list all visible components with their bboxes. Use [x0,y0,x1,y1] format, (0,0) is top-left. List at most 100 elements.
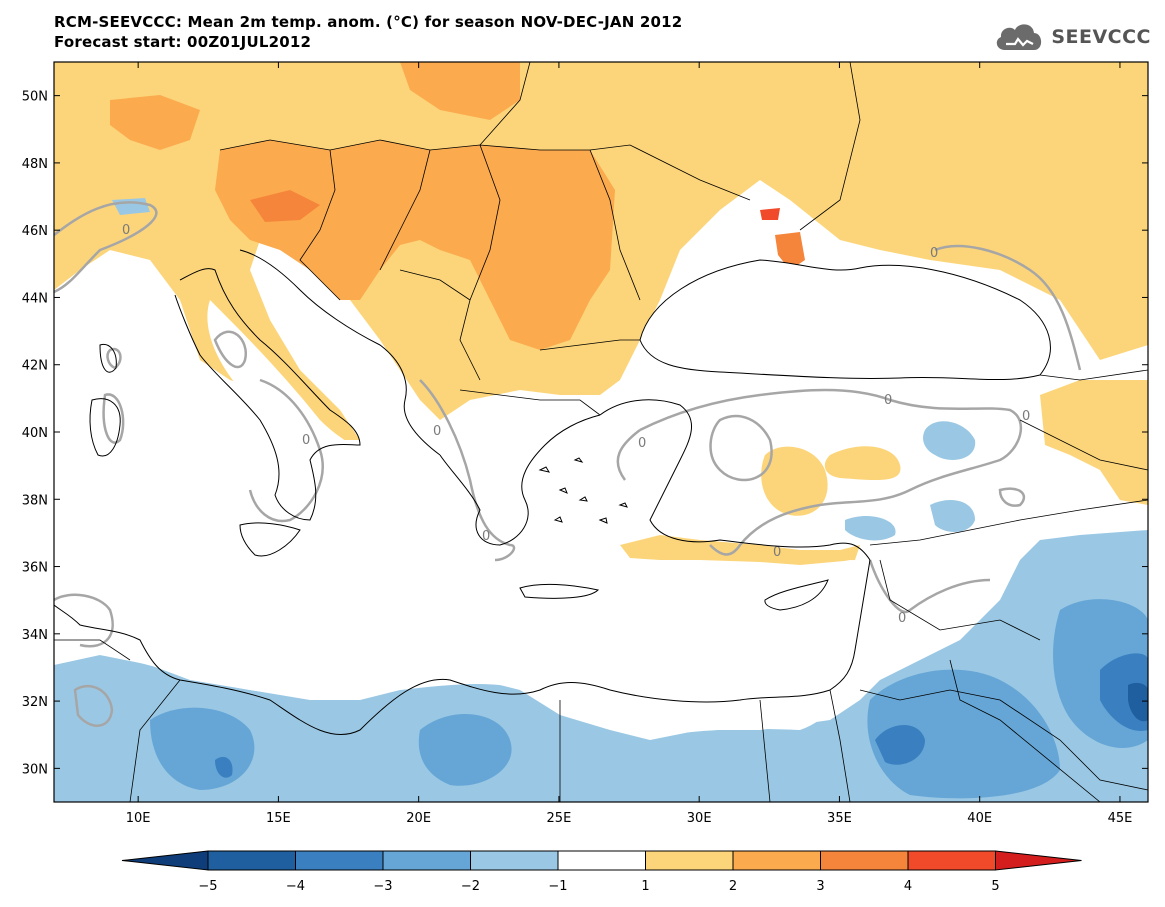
mediterranean-sea-neutral [54,300,876,738]
lat-tick-label: 38N [22,493,48,508]
colorbar-label: −2 [461,879,480,894]
colorbar-segment [907,850,996,871]
cold-anomaly-anatolia-3 [845,515,896,541]
africa-coastline [54,604,831,735]
border-line-9 [479,62,531,146]
colorbar-label: −4 [286,879,305,894]
lon-tick-label: 30E [687,811,712,826]
black-sea-coastline [639,259,1051,381]
colorbar-label: −3 [373,879,392,894]
warm-anomaly-caucasus [1040,380,1148,505]
warm-anomaly-anatolia [761,446,828,516]
italy-coastline [174,268,361,521]
sicily-coastline [239,522,301,557]
zero-contour-alps [54,201,158,294]
border-line-5 [589,149,641,301]
anomaly-shading [54,62,1148,802]
warm-anomaly-anatolia-east [824,446,901,481]
colorbar-label: 5 [991,879,999,894]
zero-label-5: 0 [930,246,938,261]
border-line-14 [879,559,1041,641]
lon-tick-label: 10E [126,811,151,826]
border-line-21 [949,659,1101,802]
border-line-3 [379,149,431,271]
lat-tick-label: 36N [22,561,48,576]
lat-tick-label: 50N [22,90,48,105]
cold-anomaly-egypt-west [418,713,512,786]
lon-tick-label: 35E [827,811,852,826]
zero-contour-anatolia-west [616,429,641,481]
zero-label-10: 0 [433,424,441,439]
colorbar-segment [470,850,559,871]
sardinia-coastline [89,398,121,457]
zero-contours [54,201,1082,727]
border-line-11 [1039,369,1148,381]
border-line-7 [459,389,601,416]
warm-anomaly-north-west [110,95,200,150]
colorbar-label: −1 [548,879,567,894]
cyprus-coastline [764,579,829,611]
border-line-12 [1019,419,1148,471]
lat-tick-label: 42N [22,359,48,374]
colorbar-high-arrow [995,850,1082,871]
border-line-13 [869,499,1148,546]
zero-label-1: 0 [122,223,130,238]
corsica-coastline [99,343,117,373]
lat-tick-label: 32N [22,695,48,710]
lat-tick-label: 44N [22,291,48,306]
zero-label-4: 0 [884,393,892,408]
border-line-4 [459,144,501,381]
lat-tick-label: 40N [22,426,48,441]
lon-tick-label: 20E [406,811,431,826]
zero-contour-anatolia [639,388,1022,556]
cloud-icon [997,24,1042,50]
lat-tick-label: 34N [22,628,48,643]
colorbar-segment [820,850,909,871]
lon-tick-label: 40E [967,811,992,826]
border-line-10 [799,62,861,231]
zero-contour-levant [868,559,991,614]
border-line-16 [829,689,851,802]
border-line-17 [759,699,771,802]
colorbar-label: 2 [729,879,737,894]
border-line-6 [539,339,640,351]
zero-label-8: 0 [773,545,781,560]
zero-label-3: 0 [638,436,646,451]
cold-anomaly-anatolia-1 [923,421,976,460]
longitude-axis: 10E 15E 20E 25E 30E 35E 40E 45E [126,62,1133,826]
zero-contour-sahara-2 [73,684,114,727]
latitude-axis: 50N 48N 46N 44N 42N 40N 38N 36N 34N 32N 30N [22,90,1148,777]
zero-contour-sardinia [102,393,125,444]
turkey-coastline [599,399,871,561]
lat-tick-label: 48N [22,157,48,172]
zero-contour-italy [213,330,248,369]
colorbar-label: −5 [198,879,217,894]
cold-anomaly-arabia-core [875,725,925,765]
levant-coastline [829,559,871,691]
logo-text: SEEVCCC [1051,26,1151,48]
colorbar-segment [207,850,296,871]
border-line-20 [54,639,131,661]
title-block: RCM-SEEVCCC: Mean 2m temp. anom. (°C) fo… [54,12,682,52]
border-line-19 [129,679,181,802]
map-title: RCM-SEEVCCC: Mean 2m temp. anom. (°C) fo… [54,13,683,31]
lat-tick-label: 46N [22,224,48,239]
colorbar-segment [645,850,734,871]
border-line-2 [299,149,341,301]
border-line-15 [859,689,1148,791]
cold-anomaly-libya-core [215,756,233,778]
cold-anomaly-max [1128,682,1148,722]
zero-contour-anatolia-inner [709,414,773,482]
warm-anomaly-balkans [480,150,600,280]
colorbar-label: 3 [816,879,824,894]
lon-tick-label: 45E [1108,811,1133,826]
cold-anomaly-anatolia-2 [930,500,975,532]
colorbar-label: 1 [641,879,649,894]
zero-label-7: 0 [898,611,906,626]
cold-anomaly-arabia [867,669,1060,799]
colorbar-segment [557,850,646,871]
forecast-start: Forecast start: 00Z01JUL2012 [54,33,312,51]
zero-contour-greece [419,379,516,562]
zero-contour-north [998,487,1026,507]
crete-coastline [519,583,600,599]
